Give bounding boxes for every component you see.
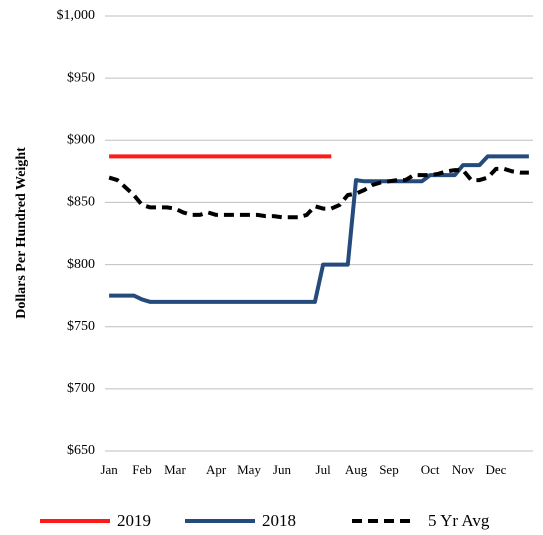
line (108, 166, 529, 220)
x-tick-label: Jan (100, 462, 118, 477)
y-tick-label: $750 (67, 319, 95, 334)
y-tick-label: $1,000 (57, 8, 96, 23)
legend-label: 2018 (262, 511, 296, 530)
y-tick-label: $900 (67, 133, 95, 148)
legend-label: 2019 (117, 511, 151, 530)
x-tick-label: May (237, 462, 261, 477)
x-tick-label: Dec (485, 462, 506, 477)
y-tick-label: $800 (67, 257, 95, 272)
x-tick-label: Jul (316, 462, 332, 477)
legend-label: 5 Yr Avg (428, 511, 490, 530)
x-tick-label: Oct (421, 462, 440, 477)
x-tick-label: Sep (379, 462, 399, 477)
x-tick-label: Jun (273, 462, 292, 477)
x-tick-label: Nov (452, 462, 475, 477)
line (109, 154, 529, 304)
x-tick-label: Mar (164, 462, 186, 477)
y-tick-label: $850 (67, 195, 95, 210)
x-tick-label: Apr (206, 462, 227, 477)
y-tick-label: $950 (67, 70, 95, 85)
y-tick-label: $700 (67, 381, 95, 396)
x-tick-label: Aug (345, 462, 368, 477)
y-axis-title: Dollars Per Hundred Weight (14, 147, 29, 319)
y-tick-label: $650 (67, 443, 95, 458)
x-tick-label: Feb (132, 462, 152, 477)
